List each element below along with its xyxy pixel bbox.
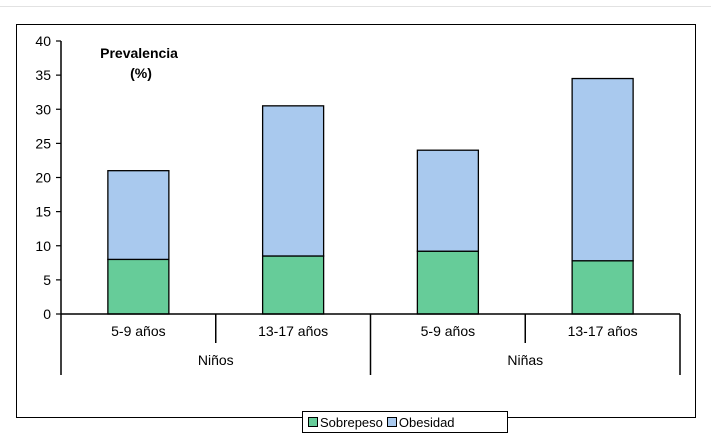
bar-obesidad [261, 105, 325, 257]
bar-sobrepeso [107, 258, 170, 315]
y-tick-label: 10 [35, 238, 51, 254]
legend-item-sobrepeso: Sobrepeso [308, 415, 383, 430]
category-label: 13-17 años [258, 323, 328, 339]
y-tick-label: 25 [35, 135, 51, 151]
bar-obesidad [416, 149, 480, 252]
chart-title-line-2: (%) [130, 65, 152, 81]
legend-label-obesidad: Obesidad [398, 414, 455, 430]
bar-sobrepeso [571, 260, 634, 315]
x-axis: 5-9 años 13-17 años 5-9 años 13-17 años Niño… [60, 313, 681, 375]
category-label: 5-9 años [421, 323, 475, 339]
y-tick-label: 15 [35, 204, 51, 220]
legend-label-sobrepeso: Sobrepeso [320, 414, 383, 430]
y-tick-label: 20 [35, 170, 51, 186]
bar-obesidad [571, 77, 634, 262]
y-axis: 0 5 10 15 20 25 30 35 40 [35, 33, 62, 322]
y-tick-label: 5 [43, 272, 51, 288]
category-label: 5-9 años [111, 323, 165, 339]
legend-item-obesidad: Obesidad [386, 414, 455, 430]
y-tick-label: 0 [43, 306, 51, 322]
chart-title-line-1: Prevalencia [100, 45, 178, 61]
chart-title: Prevalencia (%) [100, 45, 182, 81]
top-divider [0, 6, 711, 7]
y-tick-label: 30 [35, 101, 51, 117]
bar-obesidad [107, 170, 170, 261]
chart-frame: 0 5 10 15 20 25 30 35 40 5-9 años 13-17 años 5-9 a… [16, 24, 696, 433]
y-tick-label: 40 [35, 33, 51, 49]
legend: Sobrepeso Obesidad [302, 411, 508, 433]
legend-swatch-sobrepeso [308, 417, 318, 427]
category-label: 13-17 años [568, 323, 638, 339]
bar-sobrepeso [261, 255, 325, 315]
bar-sobrepeso [416, 250, 480, 315]
group-label: Niñas [507, 352, 543, 368]
legend-swatch-obesidad [386, 417, 397, 427]
group-label: Niños [198, 352, 234, 368]
y-tick-label: 35 [35, 67, 51, 83]
bars [107, 77, 634, 315]
